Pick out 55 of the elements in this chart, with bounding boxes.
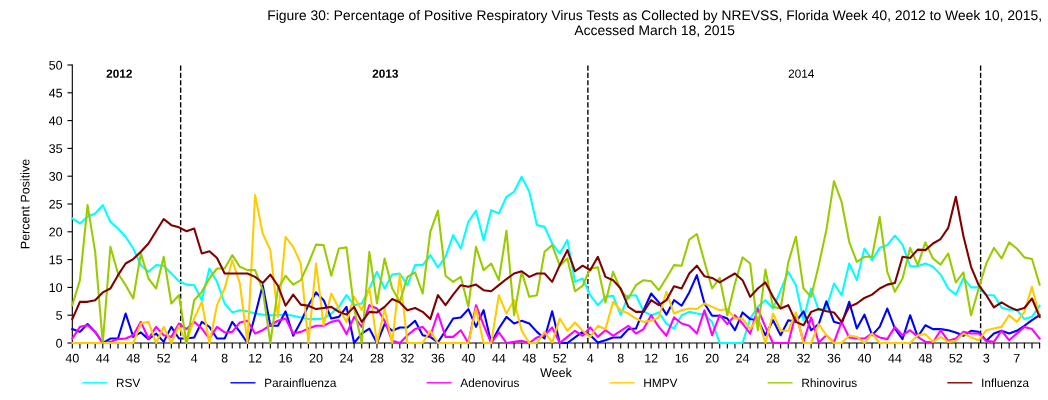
y-tick-label: 20 [49, 227, 63, 237]
y-tick-label: 35 [49, 144, 63, 154]
x-tick-label: 48 [522, 353, 536, 363]
legend-label: Influenza [982, 378, 1029, 388]
annotation: 2013 [372, 69, 399, 78]
chart-title: Figure 30: Percentage of Positive Respiratory Virus Tests as Collected by NREVSS, Florida Week 40, 2012 to Week 10, 2015, Accessed March 18, 2015 [268, 10, 1041, 37]
x-tick-label: 28 [766, 353, 780, 363]
y-tick-label: 40 [48, 116, 63, 126]
x-tick-label: 40 [65, 353, 79, 363]
x-tick-label: 36 [431, 353, 445, 363]
x-tick-label: 16 [675, 353, 689, 363]
x-tick-label: 40 [857, 353, 871, 363]
x-tick-label: 48 [126, 353, 140, 363]
x-tick-label: 20 [309, 353, 323, 363]
y-axis-title: Percent Positive [20, 159, 30, 249]
y-tick-label: 45 [48, 88, 63, 98]
y-tick-label: 5 [56, 311, 63, 320]
x-tick-label: 52 [157, 353, 171, 363]
x-tick-label: 32 [797, 353, 810, 363]
x-tick-label: 8 [617, 353, 624, 363]
x-tick-label: 44 [492, 353, 506, 363]
x-tick-label: 16 [279, 353, 292, 363]
x-tick-label: 4 [190, 353, 198, 363]
x-tick-label: 12 [645, 353, 658, 363]
y-tick-label: 50 [49, 60, 63, 70]
x-tick-label: 44 [96, 353, 110, 363]
x-tick-label: 3 [983, 353, 990, 363]
legend-label: HMPV [644, 378, 678, 387]
x-axis-title: Week [540, 367, 572, 378]
annotation: 2014 [788, 69, 815, 78]
legend-label: RSV [116, 378, 141, 388]
y-tick-label: 30 [49, 172, 63, 181]
x-tick-label: 28 [370, 353, 384, 363]
x-tick-label: 52 [949, 353, 963, 363]
x-tick-label: 8 [221, 353, 228, 363]
y-tick-label: 15 [49, 255, 63, 265]
legend-label: Rhinovirus [802, 378, 857, 388]
x-tick-label: 44 [888, 353, 902, 363]
annotation: 2012 [106, 69, 132, 78]
x-tick-label: 4 [587, 353, 594, 363]
y-tick-label: 25 [49, 199, 63, 209]
x-tick-label: 20 [705, 353, 719, 363]
x-tick-label: 24 [340, 353, 354, 363]
x-tick-label: 48 [918, 353, 932, 363]
legend-label: Parainfluenza [265, 378, 337, 388]
x-tick-label: 52 [553, 353, 567, 363]
x-tick-label: 12 [249, 353, 262, 363]
y-tick-label: 10 [49, 283, 63, 293]
y-tick-label: 0 [56, 338, 63, 348]
x-tick-label: 7 [1013, 353, 1020, 363]
x-tick-label: 32 [400, 353, 414, 363]
legend-label: Adenovirus [460, 378, 519, 388]
x-tick-label: 40 [461, 353, 475, 363]
x-tick-label: 36 [827, 353, 841, 363]
x-tick-label: 24 [736, 353, 750, 363]
